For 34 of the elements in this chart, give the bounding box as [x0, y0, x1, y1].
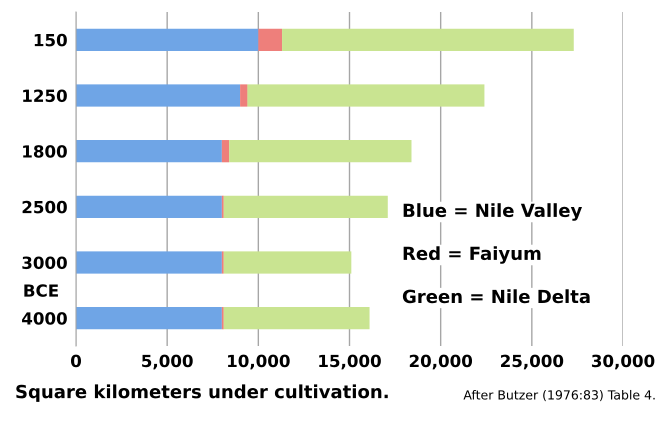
bar: [76, 84, 240, 107]
annotation: Blue = Nile Valley: [404, 203, 582, 221]
bar: [229, 140, 412, 162]
x-axis-title: Square kilometers under cultivation.: [16, 384, 388, 402]
x-tick-label: 15,000: [319, 354, 381, 370]
y-tick-label: 1800: [23, 145, 67, 158]
annotation: Green = Nile Delta: [402, 289, 590, 304]
bar: [222, 140, 230, 162]
y-tick-label: 1250: [23, 89, 67, 102]
annotation: Red = Faiyum: [404, 246, 540, 264]
x-tick-label: 5,000: [142, 354, 193, 370]
bar: [258, 28, 282, 51]
text: After Butzer (1976:83) Table 4.: [463, 390, 655, 402]
bar: [247, 84, 484, 107]
x-tick-label: 0: [71, 354, 81, 368]
bar: [240, 84, 248, 107]
bar: [76, 307, 222, 330]
bar: [76, 28, 258, 51]
y-tick-label: 2500: [22, 200, 67, 214]
x-tick-label: 25,000: [500, 354, 564, 370]
bar: [76, 251, 222, 274]
y-tick-label: 3000: [22, 256, 67, 270]
text: BCE: [24, 284, 58, 297]
x-tick-label: 30,000: [592, 354, 654, 370]
y-tick-label: 150: [34, 34, 67, 46]
y-tick-label: 4000: [22, 312, 67, 325]
bar: [224, 196, 388, 218]
bar: [282, 28, 574, 51]
x-tick-label: 10,000: [228, 354, 290, 370]
bar: [224, 251, 352, 274]
x-tick-label: 20,000: [410, 354, 472, 370]
bar: [76, 140, 222, 162]
bar: [76, 196, 222, 218]
bar: [224, 307, 370, 330]
